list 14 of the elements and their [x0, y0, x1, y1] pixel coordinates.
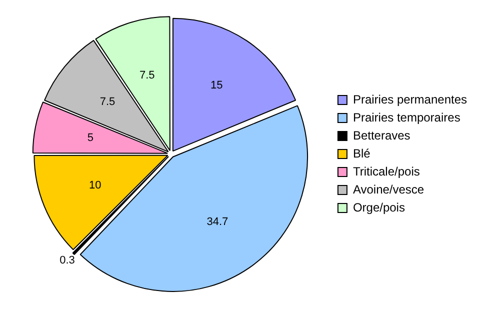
legend-label: Prairies temporaires [352, 110, 460, 124]
data-label: 7.5 [100, 96, 116, 108]
data-label: 10 [88, 179, 102, 192]
legend-label: Avoine/vesce [352, 182, 424, 196]
data-label: 34.7 [206, 216, 228, 228]
data-label: 15 [210, 80, 223, 92]
data-label: 7.5 [139, 69, 155, 82]
legend-label: Triticale/pois [352, 164, 420, 178]
legend-label: Blé [352, 146, 371, 160]
legend-label: Orge/pois [352, 200, 405, 214]
legend-label: Prairies permanentes [352, 92, 468, 106]
data-label: 0.3 [60, 254, 75, 266]
data-label: 5 [87, 132, 94, 144]
legend-label: Betteraves [352, 128, 410, 142]
